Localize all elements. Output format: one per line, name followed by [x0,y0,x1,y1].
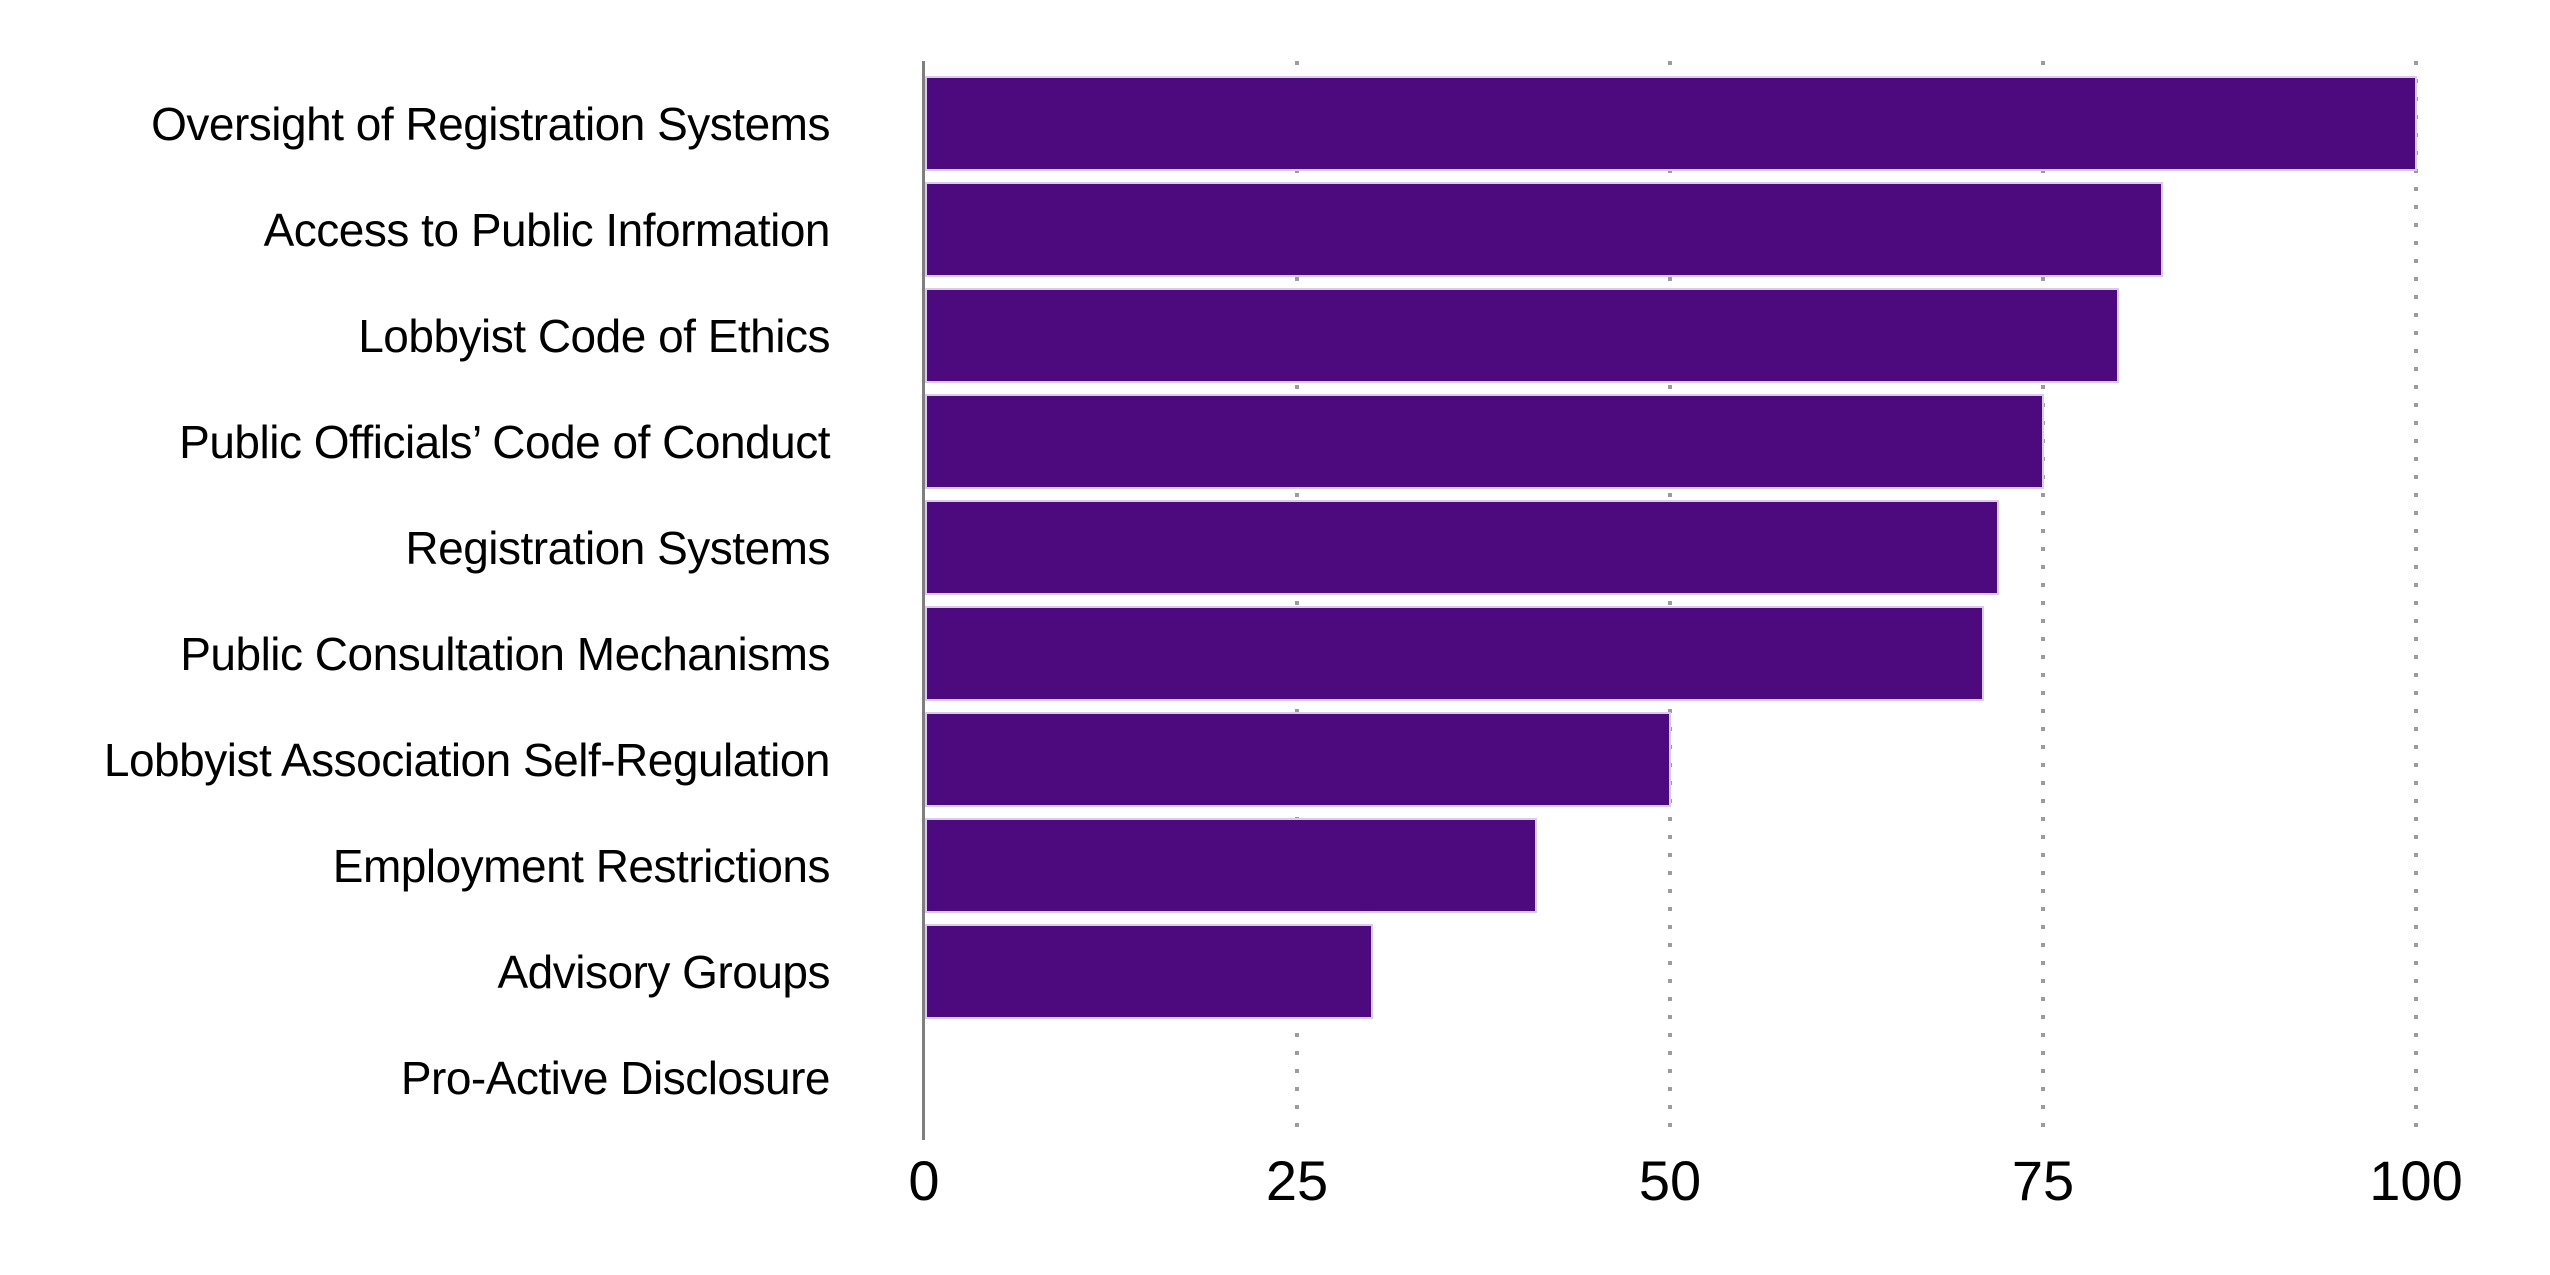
gridline-50 [1668,61,1672,1140]
gridline-100 [2414,61,2418,1140]
category-label: Public Consultation Mechanisms [180,627,830,680]
bar-5 [925,500,2000,595]
bar-8 [925,818,1537,913]
gridline-75 [2041,61,2045,1140]
category-label: Lobbyist Association Self-Regulation [103,733,831,786]
gridline-25 [1295,61,1299,1140]
y-axis-line [922,61,925,1140]
category-label: Lobbyist Code of Ethics [358,309,830,362]
x-tick-label-0: 0 [908,1149,940,1212]
x-tick-label-100: 100 [2369,1149,2463,1212]
bar-7 [925,712,1671,807]
bar-1 [925,76,2417,171]
category-label: Pro-Active Disclosure [400,1051,831,1104]
category-label: Employment Restrictions [332,839,831,892]
x-tick-label-25: 25 [1265,1149,1329,1212]
x-tick-label-50: 50 [1638,1149,1702,1212]
x-tick-label-75: 75 [2011,1149,2075,1212]
category-label: Oversight of Registration Systems [151,97,830,150]
bar-2 [925,182,2164,277]
category-label: Advisory Groups [497,945,830,998]
bar-6 [925,606,1985,701]
category-label: Public Officials’ Code of Conduct [179,415,830,468]
bar-9 [925,924,1373,1019]
category-label: Access to Public Information [263,203,831,256]
bar-4 [925,394,2044,489]
bar-3 [925,288,2119,383]
category-label: Registration Systems [405,521,830,574]
